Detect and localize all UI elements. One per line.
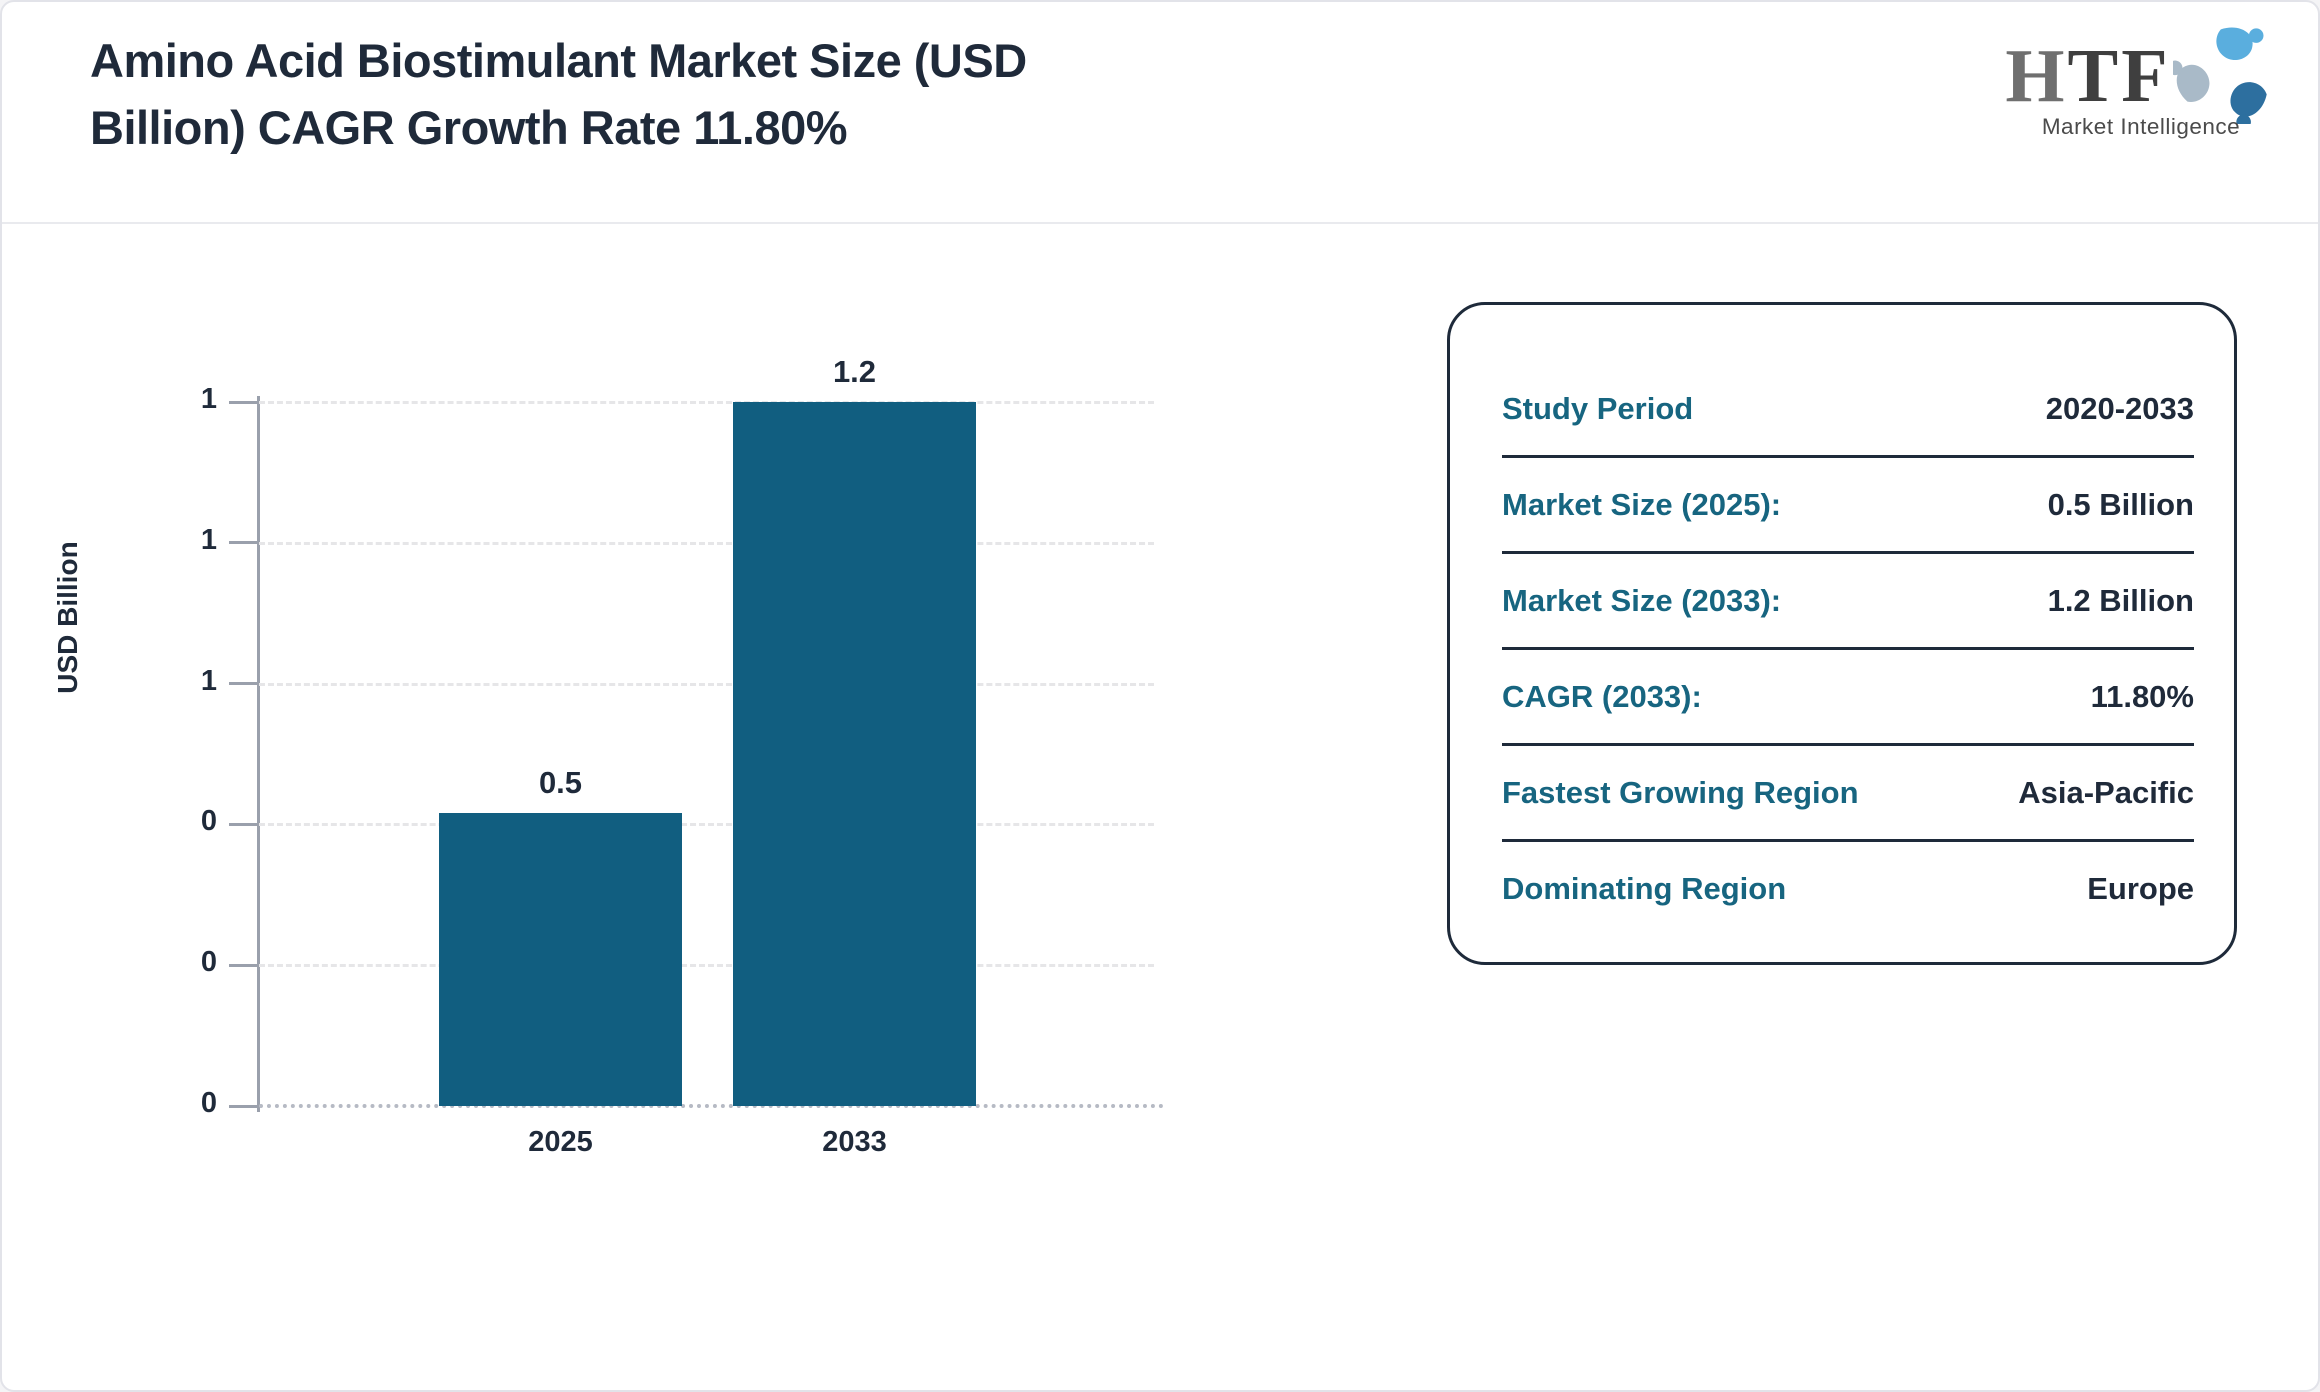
- page-title-line2: Billion) CAGR Growth Rate 11.80%: [90, 100, 848, 154]
- info-row-dominating-region: Dominating Region Europe: [1502, 842, 2194, 935]
- info-panel-rows: Study Period 2020-2033 Market Size (2025…: [1502, 362, 2194, 935]
- info-row-market-size-2033: Market Size (2033): 1.2 Billion: [1502, 554, 2194, 650]
- logo-letters-tf: TF: [2067, 34, 2171, 118]
- info-row-value: 0.5 Billion: [2047, 486, 2194, 522]
- htf-logo: HTF: [1986, 20, 2296, 210]
- page-title-line1: Amino Acid Biostimulant Market Size (USD: [90, 34, 1027, 87]
- y-axis-line: [257, 396, 260, 1112]
- info-row-fastest-growing-region: Fastest Growing Region Asia-Pacific: [1502, 746, 2194, 842]
- y-tick-mark: [229, 400, 257, 404]
- y-tick-label: 0: [200, 1087, 217, 1119]
- logo-letter-h: H: [2005, 34, 2068, 118]
- y-tick-mark: [229, 541, 257, 545]
- header: Amino Acid Biostimulant Market Size (USD…: [2, 2, 2318, 224]
- info-row-label: Market Size (2025):: [1502, 486, 1782, 522]
- y-tick-mark: [229, 1104, 257, 1108]
- bar-2033: [733, 402, 976, 1106]
- y-tick-mark: [229, 822, 257, 826]
- y-tick-mark: [229, 682, 257, 686]
- info-row-value: Europe: [2087, 870, 2194, 906]
- y-tick-label: 1: [200, 664, 217, 697]
- x-tick-label: 2033: [822, 1126, 887, 1158]
- bar-value-label: 1.2: [832, 354, 877, 389]
- x-tick-label: 2025: [528, 1126, 593, 1158]
- y-tick-label: 0: [200, 805, 217, 838]
- gridline: [259, 682, 1154, 686]
- page-title: Amino Acid Biostimulant Market Size (USD…: [90, 28, 1027, 161]
- logo-row: HTF: [1986, 20, 2296, 124]
- bar-value-label: 0.5: [538, 764, 583, 800]
- y-tick-label: 1: [200, 383, 217, 415]
- gridline: [259, 401, 1154, 404]
- info-row-value: 11.80%: [2090, 678, 2194, 714]
- gridline: [259, 541, 1154, 545]
- info-row-value: 2020-2033: [2045, 390, 2194, 426]
- info-row-label: Fastest Growing Region: [1502, 774, 1859, 810]
- gridline: [259, 823, 1154, 827]
- y-tick-label: 0: [200, 946, 217, 979]
- y-tick-mark: [229, 963, 257, 967]
- logo-wordmark: HTF: [2005, 38, 2170, 114]
- info-panel: Study Period 2020-2033 Market Size (2025…: [1447, 302, 2237, 965]
- y-tick-label: 1: [200, 523, 217, 556]
- gridline: [259, 964, 1154, 968]
- info-row-cagr: CAGR (2033): 11.80%: [1502, 650, 2194, 746]
- info-row-value: Asia-Pacific: [2018, 774, 2194, 810]
- info-row-value: 1.2 Billion: [2047, 582, 2194, 618]
- info-row-label: Dominating Region: [1502, 870, 1787, 906]
- info-row-study-period: Study Period 2020-2033: [1502, 362, 2194, 458]
- logo-subtext: Market Intelligence: [2041, 114, 2241, 139]
- logo-swirl-icon: [2172, 27, 2267, 124]
- x-axis-baseline: [259, 1104, 1164, 1108]
- bar-2025: [439, 812, 682, 1106]
- info-row-label: Market Size (2033):: [1502, 582, 1782, 618]
- info-row-label: Study Period: [1502, 390, 1694, 426]
- info-row-label: CAGR (2033):: [1502, 678, 1702, 714]
- info-row-market-size-2025: Market Size (2025): 0.5 Billion: [1502, 458, 2194, 554]
